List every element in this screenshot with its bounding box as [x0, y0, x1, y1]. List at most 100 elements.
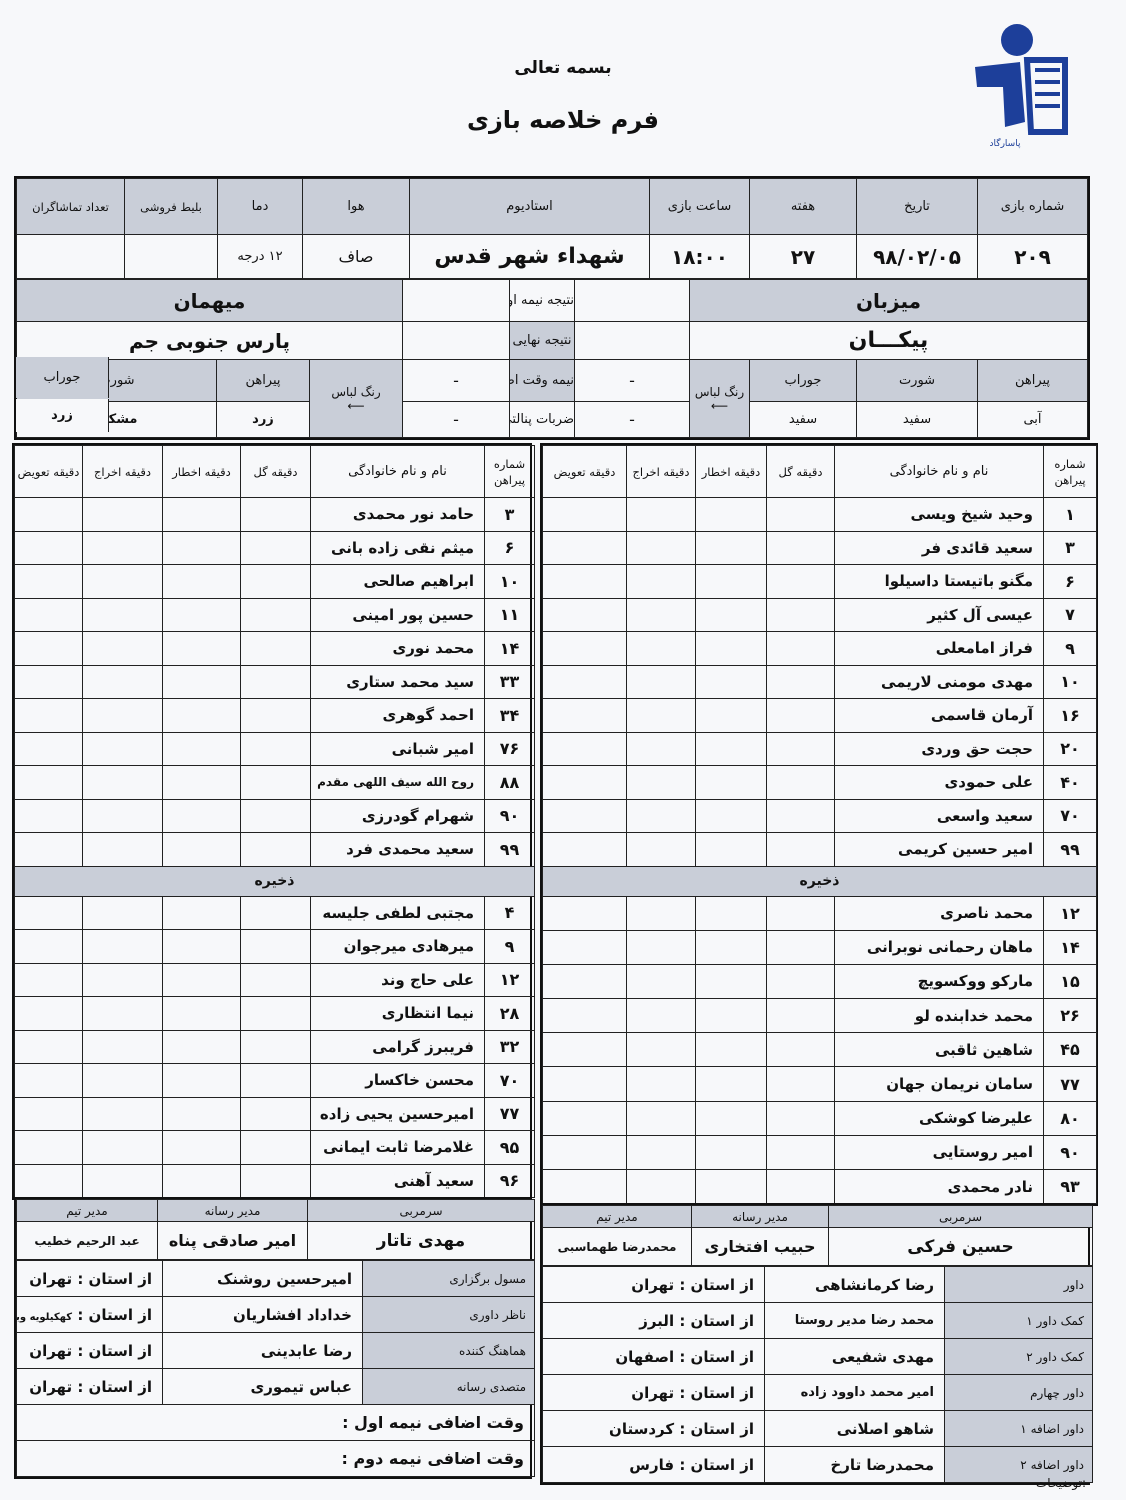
red-minute-cell [626, 765, 696, 800]
shirt-number: ۹ [484, 929, 535, 964]
official-province: از استان : تهران [16, 1332, 163, 1369]
match-info-table: شماره بازی تاریخ هفته ساعت بازی استادیوم… [14, 176, 1090, 440]
shirt-number: ۷۷ [1043, 1066, 1097, 1102]
goal-minute-cell [240, 1029, 311, 1064]
red-minute-cell [82, 765, 163, 800]
player-name: علیرضا کوشکی [834, 1100, 1044, 1136]
shirt-number: ۱۶ [1043, 698, 1097, 733]
shirt-number: ۴۵ [1043, 1032, 1097, 1068]
shirt-number: ۷۰ [484, 1063, 535, 1098]
shirt-number: ۱۴ [484, 631, 535, 666]
shirt-number: ۹۰ [484, 798, 535, 833]
label-first-half: نتیجه نیمه اول [508, 279, 575, 322]
player-row: ۴ مجتبی لطفی جلیسه [14, 895, 535, 930]
province-label: از استان : [679, 1311, 754, 1330]
sub-minute-cell [14, 832, 83, 867]
guest-kit-label: رنگ لباس ⟵ [308, 359, 403, 438]
guest-kit-label-text: رنگ لباس [331, 384, 381, 399]
player-row: ۱۱ حسین پور امینی [14, 597, 535, 632]
guest-kit-shirt: زرد [215, 401, 310, 438]
red-minute-cell [626, 698, 696, 733]
shirt-header: شماره پیراهن [484, 445, 535, 498]
yellow-minute-cell [695, 664, 767, 699]
stadium: شهداء شهر قدس [409, 234, 650, 279]
label-match-no: شماره بازی [977, 178, 1088, 235]
goal-minute-cell [766, 1066, 835, 1102]
label-penalties: ضربات پنالتی [508, 401, 575, 438]
official-role: داور اضافه ۲ [944, 1446, 1093, 1483]
red-minute-cell [626, 564, 696, 599]
host-officials: سرمربی مدیر رسانه مدیر تیم حسین فرکی حبیب اف… [540, 1203, 1093, 1485]
goal-minute-cell [766, 998, 835, 1034]
player-name: عیسی آل کثیر [834, 597, 1044, 632]
player-name: شاهین ثاقبی [834, 1032, 1044, 1068]
media-manager-label: مدیر رسانه [157, 1199, 308, 1222]
player-row: ۳۳ سید محمد ستاری [14, 664, 535, 699]
reserves-header: ذخیره [14, 865, 535, 897]
player-row: ۱۲ محمد ناصری [542, 895, 1097, 931]
red-minute-cell [626, 832, 696, 867]
player-name: محمد ناصری [834, 895, 1044, 931]
province-label: از استان : [77, 1341, 152, 1360]
spectators [16, 234, 125, 279]
player-row: ۳ سعید قائدی فر [542, 530, 1097, 565]
sub-minute-cell [542, 1134, 627, 1171]
guest-team: پارس جنوبی جم [16, 321, 403, 360]
yellow-card-minute-header: دقیقه اخطار [695, 445, 767, 498]
shirt-number: ۴۰ [1043, 765, 1097, 800]
player-name: ابراهیم صالحی [310, 564, 485, 599]
sub-minute-cell [542, 963, 627, 1000]
shirt-number: ۹۶ [484, 1163, 535, 1198]
shirt-number: ۱۰ [1043, 664, 1097, 699]
goal-minute-cell [766, 597, 835, 632]
sub-minute-cell [542, 929, 627, 965]
yellow-minute-cell [695, 963, 767, 1000]
yellow-minute-cell [695, 929, 767, 965]
yellow-minute-cell [695, 1032, 767, 1068]
goal-minute-cell [766, 1168, 835, 1205]
red-minute-cell [82, 497, 163, 532]
sub-minute-cell [542, 564, 627, 599]
red-minute-cell [82, 1163, 163, 1198]
match-no: ۲۰۹ [977, 234, 1088, 279]
sub-minute-cell [542, 731, 627, 766]
shirt-number: ۳ [1043, 530, 1097, 565]
player-row: ۲۰ حجت حق وردی [542, 731, 1097, 766]
sub-minute-cell [14, 698, 83, 733]
host-kit-shirt: آبی [977, 401, 1088, 438]
sub-minute-cell [14, 929, 83, 964]
notes-label: توضیحات: [1035, 1476, 1086, 1490]
province-label: از استان : [679, 1455, 754, 1474]
player-name: سید محمد ستاری [310, 664, 485, 699]
sub-minute-cell [542, 998, 627, 1034]
goal-minute-cell [240, 895, 311, 930]
sub-minute-cell [14, 497, 83, 532]
red-minute-cell [626, 963, 696, 1000]
shirt-number: ۱۵ [1043, 963, 1097, 1000]
player-name: احمد گوهری [310, 698, 485, 733]
official-row: کمک داور ۱ محمد رضا مدیر روستا از استان : … [542, 1302, 1093, 1339]
player-row: ۷ عیسی آل کثیر [542, 597, 1097, 632]
player-row: ۷۶ امیر شبانی [14, 731, 535, 766]
sub-minute-cell [14, 798, 83, 833]
goal-minute-cell [240, 832, 311, 867]
player-row: ۸۸ روح الله سیف اللهی مقدم [14, 765, 535, 800]
goal-minute-cell [240, 631, 311, 666]
player-row: ۸۰ علیرضا کوشکی [542, 1100, 1097, 1136]
goal-minute-cell [766, 698, 835, 733]
red-minute-cell [626, 895, 696, 931]
player-name: امیر روستایی [834, 1134, 1044, 1171]
yellow-minute-cell [162, 1130, 241, 1165]
player-row: ۱۲ علی حاج وند [14, 962, 535, 997]
red-minute-cell [82, 631, 163, 666]
sub-minute-cell [542, 631, 627, 666]
player-name: امیر حسین کریمی [834, 832, 1044, 867]
player-name: سعید واسعی [834, 798, 1044, 833]
red-minute-cell [82, 564, 163, 599]
goal-minute-cell [240, 664, 311, 699]
sub-minute-cell [14, 564, 83, 599]
guest-kit-socks: زرد [16, 399, 109, 432]
official-row: داور اضافه ۱ شاهو اصلانی از استان : کردستا… [542, 1410, 1093, 1447]
official-row: مسول برگزاری امیرحسین روشنک از استان : تهر… [16, 1260, 535, 1297]
province-value: البرز [639, 1311, 675, 1330]
